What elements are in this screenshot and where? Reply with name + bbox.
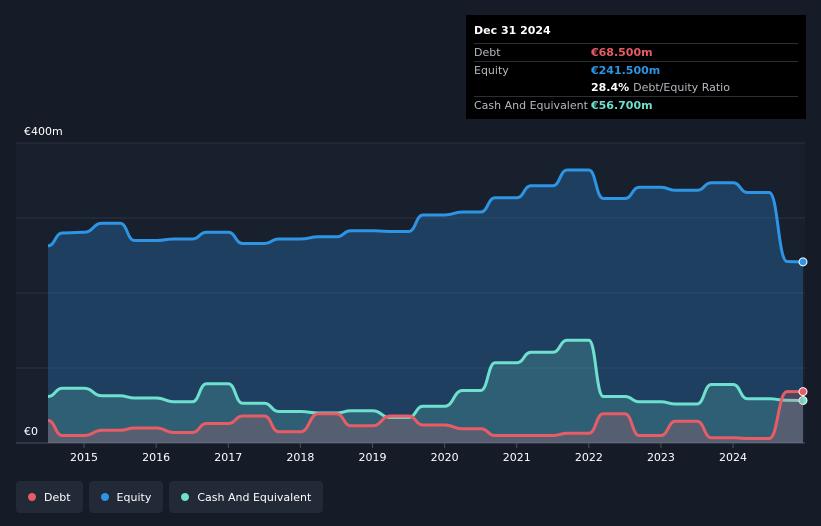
tooltip-equity-label: Equity <box>474 64 509 77</box>
cash-dot-icon <box>181 493 190 501</box>
y-axis-top-label: €400m <box>24 125 63 138</box>
legend-item-debt[interactable]: Debt <box>16 481 83 513</box>
tooltip-row-cash: Cash And Equivalent €56.700m <box>474 96 798 114</box>
tooltip-debt-value: €68.500m <box>591 46 653 59</box>
x-tick-label: 2023 <box>647 451 675 464</box>
x-tick-label: 2022 <box>575 451 603 464</box>
tooltip-cash-label: Cash And Equivalent <box>474 99 588 112</box>
debt-dot-icon <box>28 493 36 501</box>
x-tick-label: 2018 <box>286 451 314 464</box>
data-tooltip: Dec 31 2024 Debt €68.500m Equity €241.50… <box>466 15 806 119</box>
equity-dot-icon <box>100 493 109 501</box>
debt-line <box>47 390 803 441</box>
chart-legend: Debt Equity Cash And Equivalent <box>16 481 324 513</box>
x-tick-label: 2017 <box>214 451 242 464</box>
cash-end-marker <box>798 395 808 405</box>
tooltip-date: Dec 31 2024 <box>474 24 551 37</box>
tooltip-row-ratio: 28.4% Debt/Equity Ratio <box>474 79 798 96</box>
x-tick-label: 2015 <box>70 451 98 464</box>
tooltip-equity-value: €241.500m <box>591 64 661 77</box>
tooltip-ratio-value: 28.4% <box>591 81 630 94</box>
legend-label-debt: Debt <box>44 490 71 504</box>
tooltip-row-debt: Debt €68.500m <box>474 43 798 61</box>
x-tick-label: 2024 <box>719 451 747 464</box>
tooltip-debt-label: Debt <box>474 46 501 59</box>
x-tick-label: 2020 <box>431 451 459 464</box>
legend-item-equity[interactable]: Equity <box>88 481 164 513</box>
legend-label-equity: Equity <box>116 490 152 504</box>
x-tick-label: 2019 <box>358 451 386 464</box>
legend-item-cash[interactable]: Cash And Equivalent <box>169 481 324 513</box>
tooltip-cash-value: €56.700m <box>591 99 653 112</box>
equity-line <box>47 168 804 264</box>
y-axis-bottom-label: €0 <box>24 425 38 438</box>
debt-end-marker <box>798 387 808 397</box>
tooltip-row-equity: Equity €241.500m <box>474 61 798 79</box>
x-tick-label: 2016 <box>142 451 170 464</box>
debt-area <box>48 391 803 443</box>
legend-label-cash: Cash And Equivalent <box>197 490 312 504</box>
x-tick-label: 2021 <box>503 451 531 464</box>
tooltip-ratio-label: Debt/Equity Ratio <box>633 81 730 94</box>
equity-area <box>48 170 803 443</box>
equity-end-marker <box>798 257 808 267</box>
cash-line <box>47 338 804 420</box>
